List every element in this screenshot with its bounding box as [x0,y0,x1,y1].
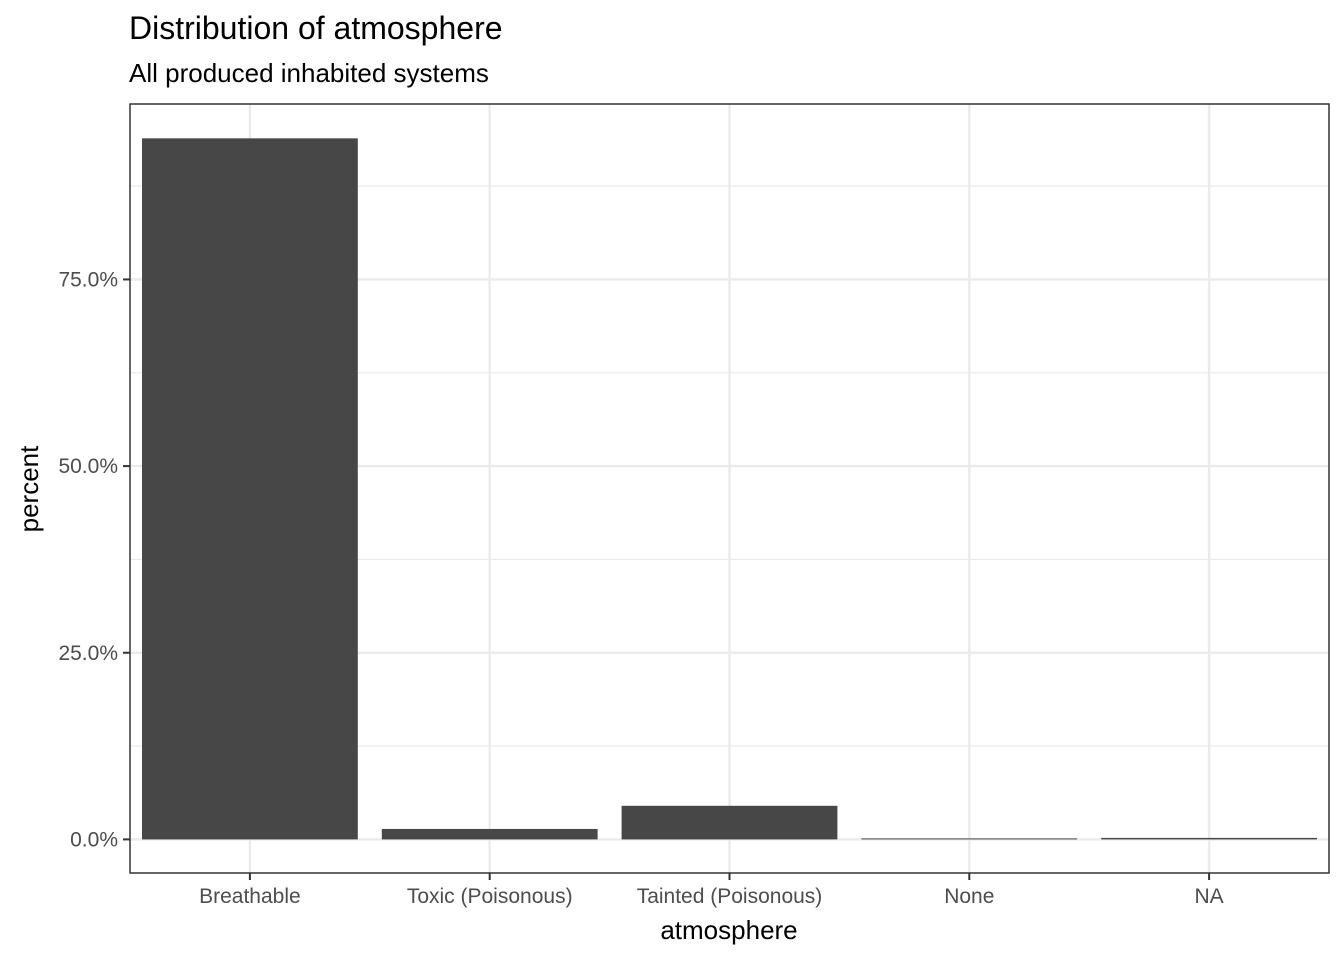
y-tick-label: 0.0% [70,828,118,851]
bar [141,138,358,840]
axes: 0.0% 25.0% 50.0% 75.0% Breathable Toxic (Pois… [58,268,1223,908]
x-axis-title: atmosphere [660,915,797,945]
chart-title: Distribution of atmosphere [129,10,503,46]
bar [861,838,1078,840]
x-tick-label: Breathable [199,885,301,908]
x-tick-label: Tainted (Poisonous) [637,885,823,908]
x-tick-label: NA [1195,885,1224,908]
bar [381,828,598,840]
bar [621,805,838,840]
y-tick-label: 75.0% [58,268,118,291]
chart-subtitle: All produced inhabited systems [129,58,489,88]
y-tick-label: 25.0% [58,642,118,665]
y-axis-title: percent [14,445,44,532]
x-tick-label: Toxic (Poisonous) [407,885,573,908]
y-tick-label: 50.0% [58,455,118,478]
bars [141,138,1318,840]
x-tick-label: None [944,885,994,908]
bar [1101,837,1318,840]
